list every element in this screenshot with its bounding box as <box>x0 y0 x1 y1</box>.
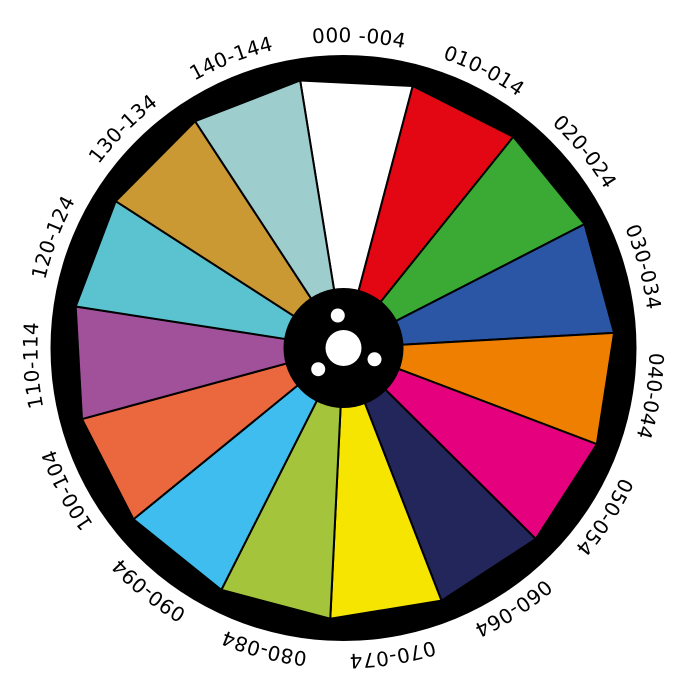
segment-label: 110-114 <box>18 321 48 411</box>
axle-hole <box>325 330 362 366</box>
segment-label: 000 -004 <box>311 22 408 52</box>
segment-label: 070-074 <box>349 636 439 673</box>
bolt-hole <box>367 352 382 367</box>
bolt-hole <box>311 362 326 377</box>
wheel-hub <box>283 288 404 408</box>
segment-label: 040-044 <box>632 352 669 442</box>
segment-ring <box>74 79 616 620</box>
bolt-hole <box>330 308 345 323</box>
